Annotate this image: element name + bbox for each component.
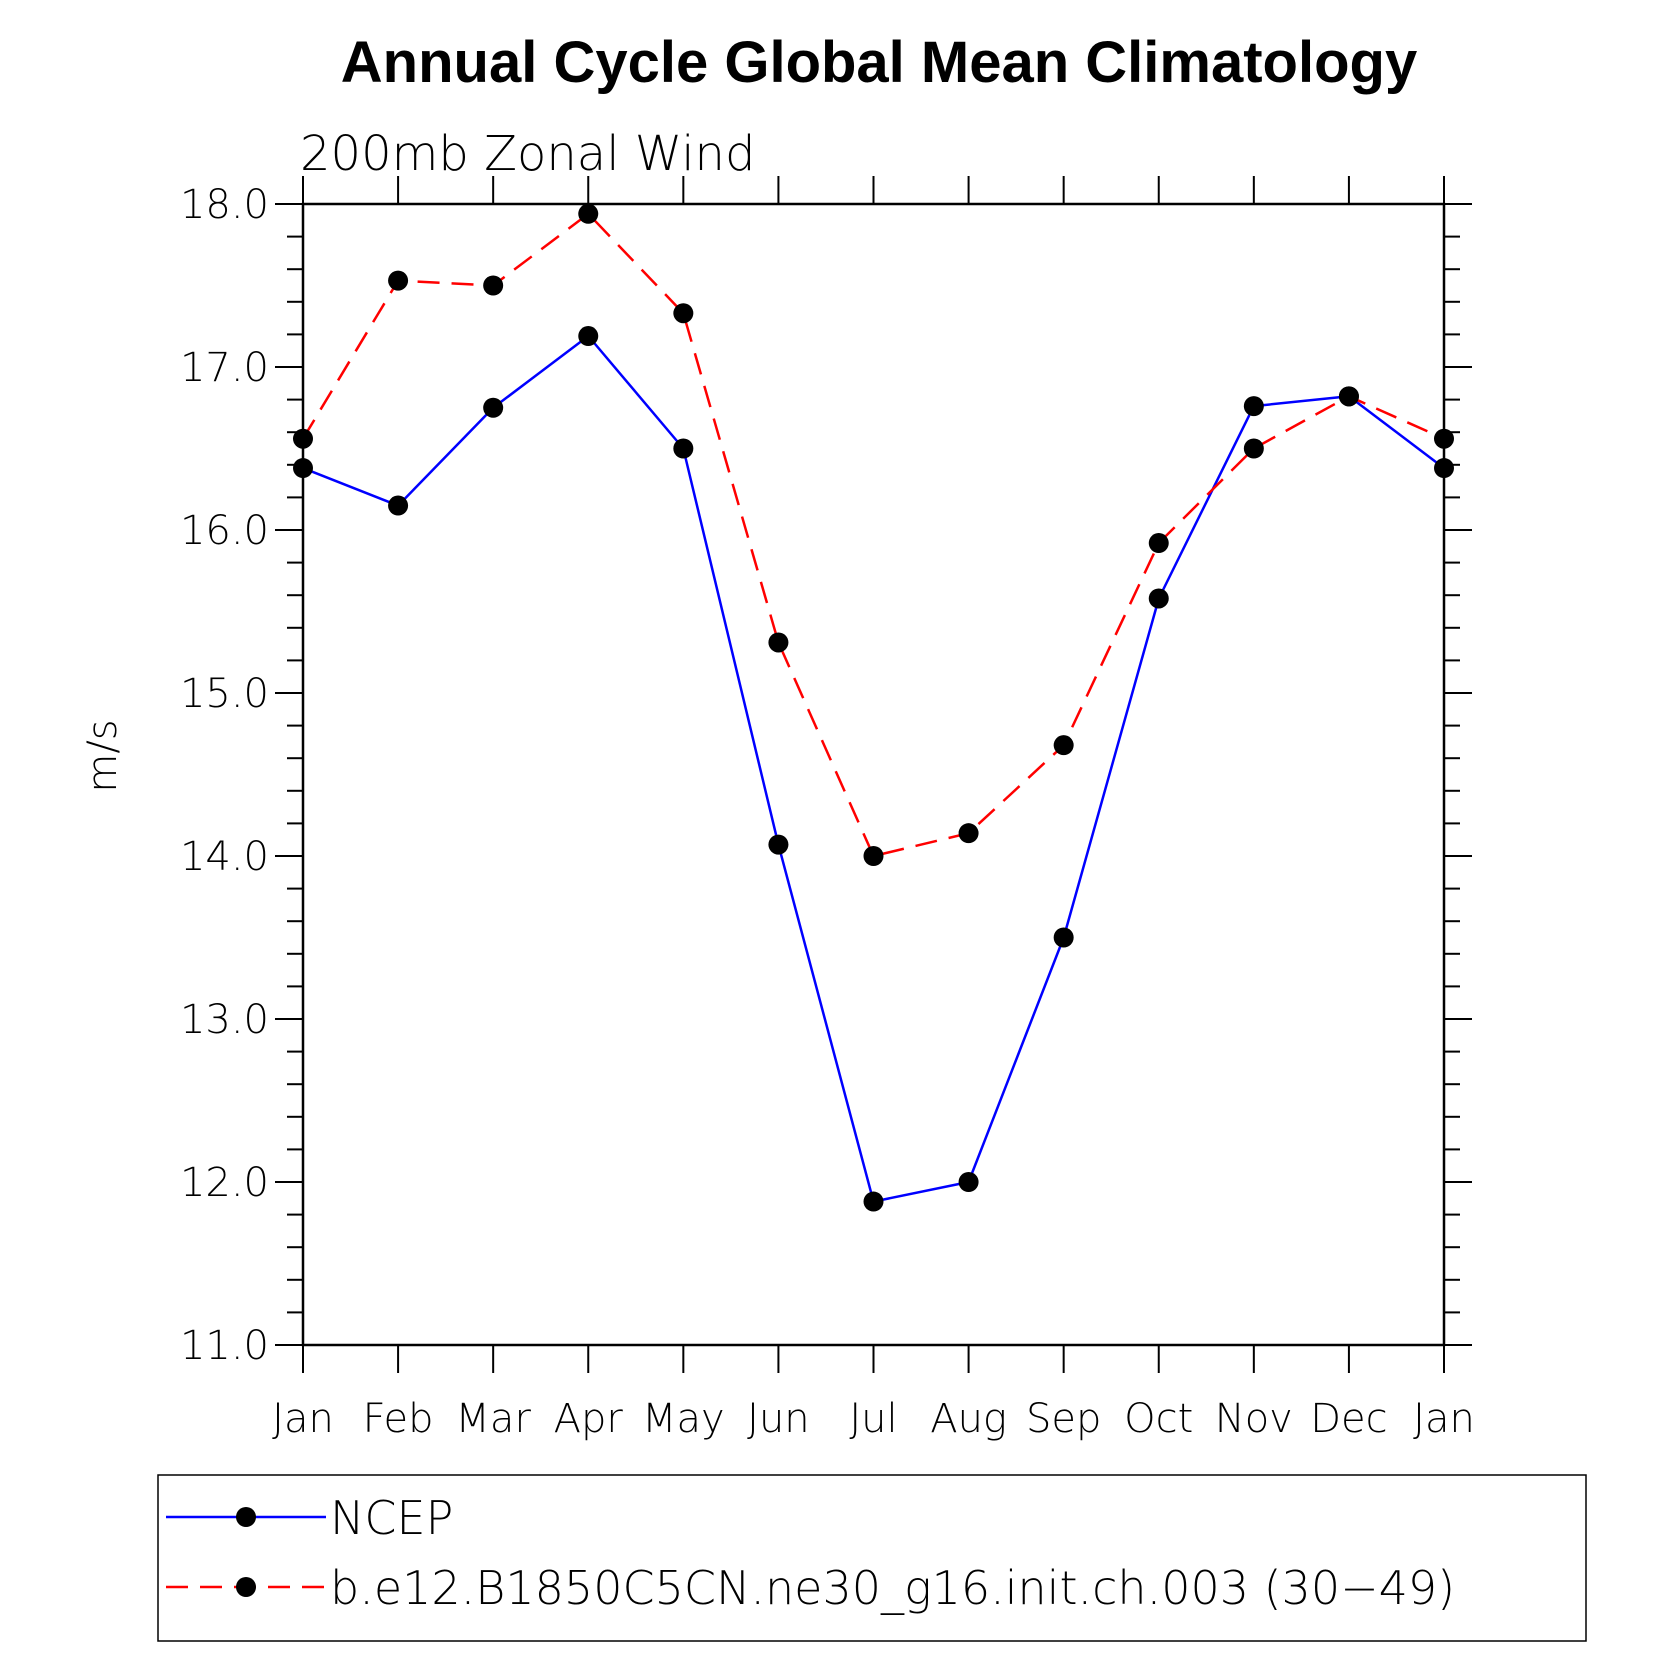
data-point-series-0 [863, 1191, 884, 1212]
data-point-series-1 [1243, 438, 1264, 459]
data-point-series-0 [483, 397, 504, 418]
x-tick-label: Jun [747, 1396, 810, 1442]
plot-border [301, 202, 1446, 1347]
data-point-series-1 [578, 203, 599, 224]
y-tick-label: 12.0 [180, 1160, 269, 1206]
data-point-series-0 [768, 834, 789, 855]
data-point-series-1 [673, 303, 694, 324]
legend-marker-0 [236, 1507, 256, 1527]
x-axis: Jan Feb Mar Apr May Jun Jul Aug Sep Oct Nov Dec Jan [272, 176, 1475, 1442]
data-point-series-0 [1148, 588, 1169, 609]
data-point-series-0 [293, 458, 313, 479]
data-point-series-0 [578, 326, 599, 347]
data-point-series-0 [673, 438, 694, 459]
data-point-series-1 [293, 428, 313, 449]
x-tick-label: Oct [1124, 1396, 1193, 1442]
series-line-1 [301, 212, 1445, 858]
series-layer [293, 203, 1454, 1212]
chart-subtitle: 200mb Zonal Wind [300, 126, 755, 182]
data-point-series-0 [1053, 927, 1074, 948]
y-tick-label: 16.0 [180, 508, 269, 554]
data-point-series-1 [1338, 386, 1359, 407]
legend-box [157, 1474, 1587, 1642]
x-tick-label: Sep [1026, 1396, 1101, 1442]
y-tick-label: 18.0 [180, 182, 269, 228]
x-tick-label: Apr [554, 1396, 624, 1442]
data-point-series-0 [388, 495, 409, 516]
chart-title: Annual Cycle Global Mean Climatology [341, 30, 1417, 95]
x-tick-label: Dec [1310, 1396, 1387, 1442]
x-tick-label: Nov [1215, 1396, 1293, 1442]
legend: NCEP b.e12.B1850C5CN.ne30_g16.init.ch.003… [157, 1474, 1587, 1642]
data-point-series-1 [768, 632, 789, 653]
data-point-series-1 [1434, 428, 1454, 449]
y-tick-label: 11.0 [180, 1323, 269, 1369]
data-point-series-1 [863, 846, 884, 866]
x-tick-label: Feb [363, 1396, 434, 1442]
y-tick-label: 14.0 [180, 834, 269, 880]
data-point-series-1 [958, 823, 979, 844]
plot-frame [301, 202, 1446, 1347]
x-tick-label: Jan [272, 1396, 334, 1442]
y-tick-label: 15.0 [180, 671, 269, 717]
data-point-series-0 [1243, 396, 1264, 417]
x-tick-label: Jan [1413, 1396, 1475, 1442]
data-point-series-0 [958, 1172, 979, 1192]
legend-label-0: NCEP [330, 1491, 453, 1545]
x-tick-label: Jul [849, 1396, 897, 1442]
data-point-series-1 [483, 275, 504, 296]
data-point-series-1 [388, 270, 409, 291]
y-axis: 11.0 12.0 13.0 14.0 15.0 16.0 17.0 18.0 [180, 182, 1472, 1369]
data-point-series-1 [1148, 533, 1169, 554]
data-point-series-0 [1434, 458, 1454, 479]
x-tick-label: Aug [930, 1396, 1007, 1442]
y-tick-label: 17.0 [180, 345, 269, 391]
x-tick-label: May [642, 1396, 725, 1442]
y-axis-label: m/s [80, 719, 126, 792]
data-point-series-1 [1053, 735, 1074, 756]
legend-marker-1 [236, 1577, 256, 1597]
x-tick-label: Mar [455, 1396, 531, 1442]
legend-label-1: b.e12.B1850C5CN.ne30_g16.init.ch.003 (30… [330, 1561, 1455, 1615]
y-tick-label: 13.0 [180, 997, 269, 1043]
series-line-0 [302, 334, 1445, 1203]
